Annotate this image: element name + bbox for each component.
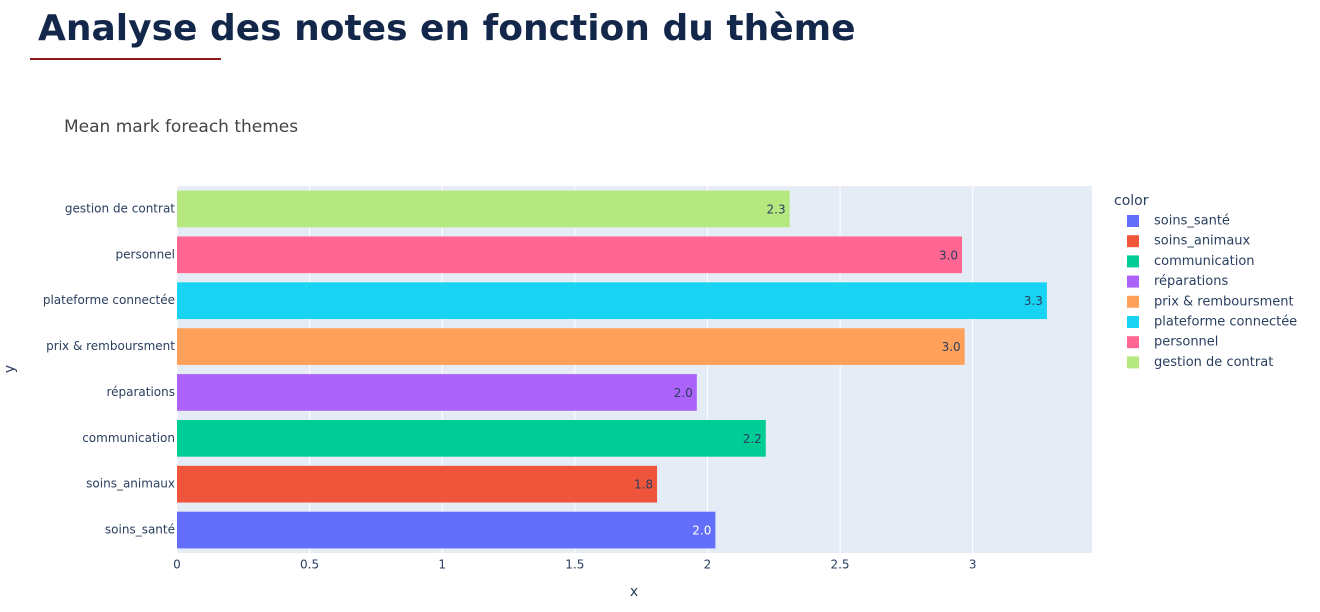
- legend-label: personnel: [1154, 335, 1218, 350]
- legend-swatch: [1127, 255, 1139, 268]
- x-axis-title: x: [630, 584, 638, 600]
- y-tick-label: réparations: [106, 385, 175, 399]
- x-tick-label: 1.5: [565, 558, 584, 572]
- y-tick-label: plateforme connectée: [43, 293, 175, 307]
- bar: [177, 511, 716, 549]
- bar: [177, 236, 963, 274]
- data-label: 2.3: [767, 202, 786, 216]
- x-tick-label: 3: [969, 558, 977, 572]
- y-tick-label: prix & remboursment: [46, 339, 175, 353]
- legend-label: communication: [1154, 254, 1255, 269]
- bar: [177, 190, 790, 228]
- legend-swatch: [1127, 356, 1139, 369]
- x-tick-label: 1: [438, 558, 446, 572]
- bar: [177, 374, 697, 411]
- chart-title: Mean mark foreach themes: [64, 117, 298, 137]
- legend-title: color: [1114, 193, 1149, 209]
- data-label: 3.3: [1024, 294, 1043, 308]
- data-label: 2.2: [743, 432, 762, 446]
- data-label: 3.0: [942, 340, 961, 354]
- page-title: Analyse des notes en fonction du thème: [38, 8, 856, 49]
- legend-label: soins_santé: [1154, 214, 1230, 229]
- x-tick-label: 0: [173, 558, 181, 572]
- y-tick-label: personnel: [116, 247, 175, 261]
- legend-swatch: [1127, 316, 1139, 328]
- legend-label: plateforme connectée: [1154, 315, 1297, 330]
- y-axis-title: y: [2, 365, 18, 373]
- legend-swatch: [1127, 215, 1139, 227]
- data-label: 3.0: [939, 248, 958, 262]
- legend-label: soins_animaux: [1154, 234, 1251, 249]
- data-label: 2.0: [692, 524, 711, 538]
- x-tick-label: 2: [704, 558, 712, 572]
- legend-swatch: [1127, 275, 1139, 288]
- bar: [177, 419, 766, 457]
- data-label: 1.8: [634, 478, 653, 492]
- y-tick-label: gestion de contrat: [65, 201, 175, 215]
- bar: [177, 328, 965, 365]
- y-tick-label: soins_animaux: [86, 477, 175, 491]
- bar: [177, 282, 1047, 320]
- legend-swatch: [1127, 336, 1139, 349]
- y-tick-label: communication: [82, 431, 175, 445]
- legend-label: gestion de contrat: [1154, 355, 1273, 370]
- bar: [177, 465, 658, 503]
- data-label: 2.0: [674, 386, 693, 400]
- y-tick-label: soins_santé: [105, 523, 175, 537]
- x-tick-label: 0.5: [300, 558, 319, 572]
- legend-label: réparations: [1154, 274, 1228, 289]
- legend-label: prix & remboursment: [1154, 294, 1294, 309]
- legend-swatch: [1127, 295, 1139, 308]
- legend-swatch: [1127, 235, 1139, 248]
- x-tick-label: 2.5: [830, 558, 849, 572]
